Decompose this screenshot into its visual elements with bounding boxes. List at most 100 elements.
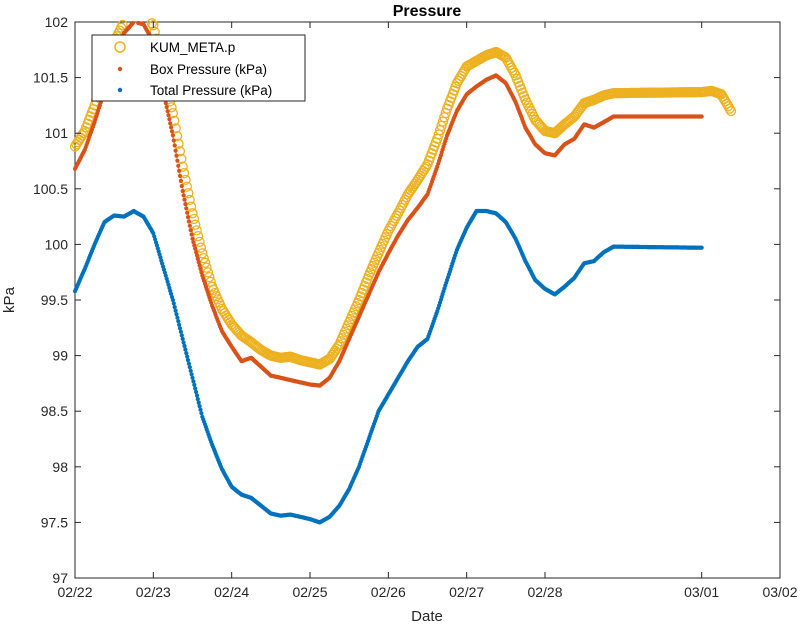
data-point: [182, 343, 187, 349]
data-point: [165, 109, 170, 114]
data-point: [191, 379, 196, 384]
data-point: [192, 230, 204, 242]
series-layer: [69, 18, 737, 525]
data-point: [193, 246, 198, 251]
data-point: [172, 305, 177, 310]
data-point: [388, 215, 400, 227]
data-point: [189, 372, 194, 377]
data-point: [130, 20, 135, 26]
data-point: [174, 153, 179, 158]
chart-title: Pressure: [393, 3, 462, 20]
axis-layer: 02/22 02/23 02/24 02/25 02/26 02/27 02/28 03/01…: [33, 14, 798, 600]
data-point: [185, 358, 191, 363]
y-tick-label: 100.5: [33, 181, 68, 197]
x-tick-label: 02/26: [371, 584, 406, 600]
x-tick-label: 02/22: [57, 584, 92, 600]
data-point: [183, 188, 194, 199]
data-point: [178, 168, 190, 179]
data-point: [177, 322, 182, 327]
series-kum-meta-p: [69, 18, 737, 370]
data-point: [171, 301, 176, 306]
x-tick-label: 02/23: [136, 584, 171, 600]
data-point: [180, 188, 185, 194]
data-point: [183, 202, 188, 207]
data-point: [509, 67, 520, 78]
series-box-pressure-kpa: [72, 20, 704, 388]
data-point: [185, 210, 190, 215]
legend-label-total-pressure: Total Pressure (kPa): [150, 83, 272, 98]
data-point: [194, 250, 199, 255]
data-point: [199, 270, 204, 275]
y-tick-label: 99.5: [41, 292, 68, 308]
x-tick-label: 03/02: [762, 584, 797, 600]
data-point: [178, 329, 183, 334]
data-point: [173, 148, 178, 153]
data-point: [174, 312, 179, 317]
data-point: [177, 173, 183, 178]
data-point: [185, 354, 190, 359]
data-point: [699, 114, 704, 119]
data-point: [177, 168, 182, 173]
data-point: [383, 225, 394, 237]
data-point: [117, 19, 128, 31]
data-point: [188, 213, 200, 225]
data-point: [391, 210, 402, 221]
data-point: [171, 138, 176, 143]
data-point: [179, 333, 184, 338]
data-point: [166, 113, 171, 118]
data-point: [193, 386, 198, 391]
data-point: [699, 245, 704, 250]
data-point: [390, 213, 401, 224]
data-point: [182, 197, 187, 202]
data-point: [188, 228, 193, 233]
data-point: [180, 336, 185, 341]
data-point: [184, 206, 189, 211]
x-tick-label: 02/25: [292, 584, 327, 600]
legend-marker-box-pressure: [117, 66, 123, 72]
data-point: [173, 308, 178, 313]
data-point: [168, 121, 173, 126]
y-tick-label: 98: [52, 459, 68, 475]
data-point: [199, 411, 204, 416]
y-tick-label: 97: [52, 570, 68, 586]
y-tick-label: 101.5: [33, 70, 68, 86]
y-tick-label: 98.5: [41, 403, 68, 419]
x-tick-label: 02/28: [527, 584, 562, 600]
data-point: [176, 163, 181, 168]
x-tick-label: 02/24: [214, 584, 249, 600]
data-point: [725, 105, 737, 117]
data-point: [170, 133, 175, 138]
legend-box: [91, 34, 306, 102]
data-point: [194, 253, 200, 258]
data-point: [503, 57, 514, 68]
data-point: [178, 178, 183, 183]
data-point: [724, 103, 735, 114]
x-axis-title: Date: [411, 608, 443, 625]
x-tick-label: 03/01: [684, 584, 719, 600]
data-point: [197, 404, 202, 409]
data-point: [506, 62, 517, 73]
data-point: [190, 375, 195, 380]
y-tick-label: 101: [45, 125, 69, 141]
data-point: [192, 382, 197, 387]
data-point: [169, 125, 174, 130]
data-point: [167, 117, 172, 122]
legend-marker-kum-meta: [114, 41, 126, 53]
data-point: [181, 340, 186, 345]
data-point: [196, 400, 201, 405]
data-point: [189, 232, 194, 237]
y-tick-label: 100: [45, 236, 69, 252]
data-point: [170, 297, 175, 303]
data-point: [186, 361, 191, 366]
y-tick-label: 97.5: [41, 514, 68, 530]
data-point: [177, 326, 183, 331]
data-point: [185, 215, 191, 220]
data-point: [420, 161, 432, 172]
data-point: [504, 60, 516, 71]
data-point: [148, 20, 159, 31]
data-point: [198, 407, 203, 412]
data-point: [175, 315, 180, 320]
data-point: [195, 397, 200, 402]
data-point: [192, 243, 197, 248]
data-point: [190, 236, 195, 241]
